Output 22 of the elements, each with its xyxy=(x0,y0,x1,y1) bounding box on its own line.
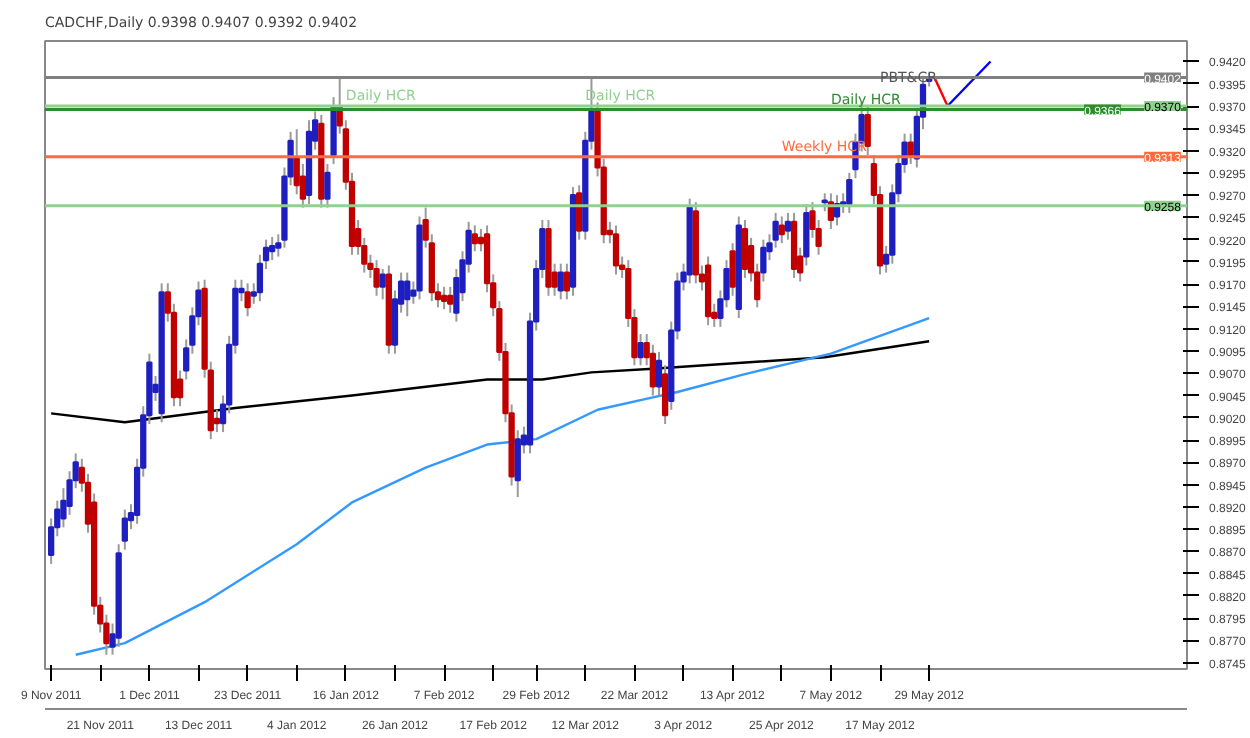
candlestick xyxy=(790,211,798,279)
candlestick xyxy=(612,224,620,276)
candlestick xyxy=(557,262,564,301)
candlestick xyxy=(379,268,386,301)
candlestick xyxy=(864,105,871,157)
candlestick xyxy=(324,162,331,209)
candlestick xyxy=(373,259,380,297)
candlestick xyxy=(907,132,914,165)
candlestick xyxy=(778,215,785,245)
candlestick xyxy=(784,211,792,241)
candlestick xyxy=(121,508,128,551)
candlestick xyxy=(471,224,478,253)
candlestick xyxy=(741,219,749,279)
candlestick xyxy=(269,235,276,262)
line-series xyxy=(74,316,931,656)
candlestick xyxy=(404,271,411,318)
candlestick xyxy=(244,282,251,318)
candlestick xyxy=(846,171,853,214)
line-series xyxy=(49,339,931,424)
candlestick xyxy=(637,333,644,367)
candlestick xyxy=(440,285,448,311)
candlestick xyxy=(447,285,454,314)
